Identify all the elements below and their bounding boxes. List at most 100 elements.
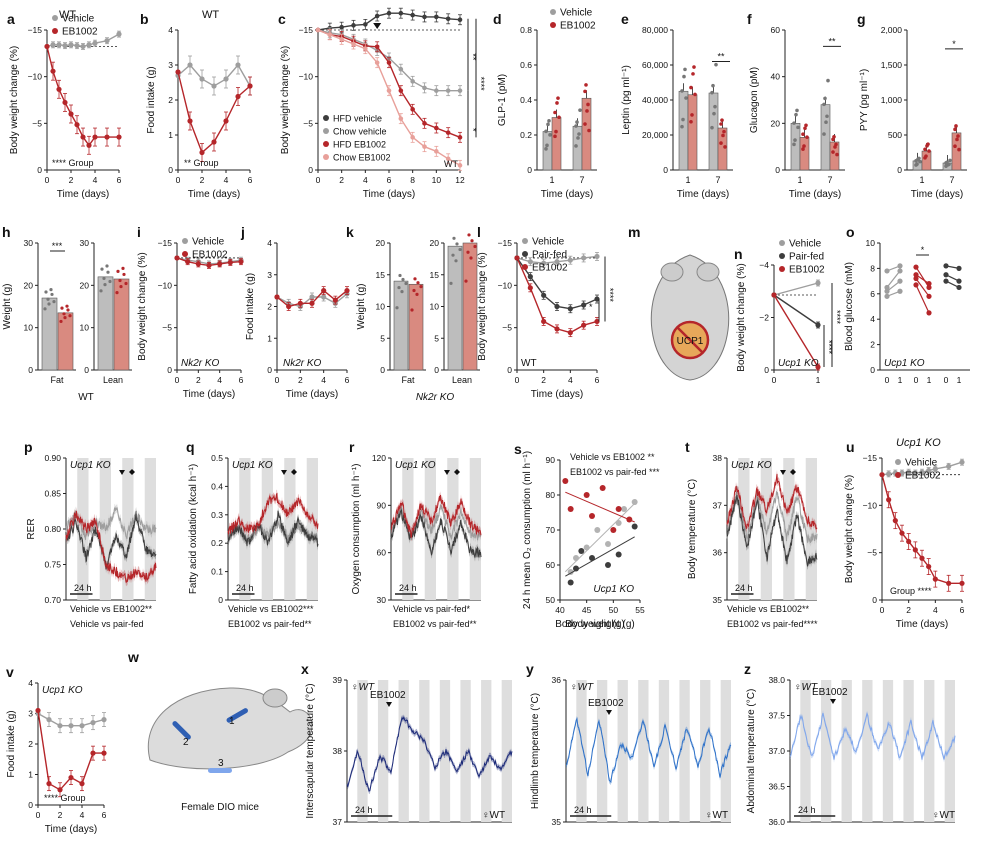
x-tick-label: 6 bbox=[960, 605, 965, 615]
data-point bbox=[594, 296, 600, 302]
data-point bbox=[541, 318, 547, 325]
panel-n: 0 −2 −4 0 1 Body weight change (%)n Vehicle Pai… bbox=[734, 239, 842, 386]
data-point bbox=[62, 99, 68, 106]
y-tick-label: 0 bbox=[37, 165, 42, 175]
scale-bar-label: 24 h bbox=[399, 583, 417, 593]
scatter-point bbox=[631, 523, 638, 530]
data-point bbox=[63, 316, 67, 320]
panel-h: h 0 10 20 30 Fat 0 10 20 30 Lean Weight (g) WT *** bbox=[2, 224, 132, 403]
panel-letter: s bbox=[514, 441, 522, 457]
panel-letter: q bbox=[186, 439, 195, 455]
x-tick-label: 0 bbox=[772, 375, 777, 385]
data-point bbox=[422, 85, 427, 91]
y-axis-label: Interscapular temperature (°C) bbox=[305, 683, 316, 818]
series-line bbox=[227, 492, 319, 535]
y-axis-label: Fatty acid oxidation (kcal h⁻¹) bbox=[188, 464, 199, 594]
data-point bbox=[926, 310, 932, 316]
annotation-label: EB1002 bbox=[588, 698, 624, 709]
legend-label: EB1002 bbox=[905, 471, 941, 482]
data-point bbox=[683, 67, 687, 72]
injection-marker bbox=[119, 470, 125, 475]
genotype-tag: Ucp1 KO bbox=[70, 460, 111, 471]
stat-note: Vehicle vs pair-fed bbox=[70, 619, 144, 629]
bar bbox=[678, 90, 689, 171]
stat-note: EB1002 vs pair-fed** bbox=[228, 619, 312, 629]
data-point bbox=[62, 43, 68, 49]
legend-marker bbox=[182, 251, 188, 257]
series-line bbox=[726, 473, 818, 530]
x-axis-label: Time (days) bbox=[363, 189, 415, 200]
data-point bbox=[689, 85, 693, 90]
panel-w: w 1 2 3 Female DIO mice bbox=[127, 649, 313, 813]
y-tick-label: 30 bbox=[80, 238, 90, 248]
data-point bbox=[721, 133, 725, 138]
data-point bbox=[926, 142, 930, 146]
data-point bbox=[897, 268, 903, 274]
dark-phase-band bbox=[700, 680, 711, 822]
panel-m: m UCP1 bbox=[628, 224, 730, 381]
bar bbox=[708, 92, 719, 171]
panel-letter: z bbox=[744, 661, 751, 677]
panel-p: 0.70 0.75 0.80 0.85 0.90 RER p Ucp1 KO 24 h Vehic… bbox=[24, 439, 157, 629]
y-tick-label: −2 bbox=[759, 313, 769, 323]
data-point bbox=[680, 89, 684, 93]
data-point bbox=[351, 23, 356, 28]
x-tick-label: 10 bbox=[432, 175, 442, 185]
y-tick-label: −15 bbox=[863, 453, 878, 463]
data-point bbox=[546, 122, 550, 127]
x-tick-label: 1 bbox=[957, 375, 962, 385]
scatter-point bbox=[615, 551, 622, 558]
injection-marker bbox=[830, 699, 836, 704]
dark-phase-band bbox=[679, 680, 690, 822]
dark-phase-band bbox=[481, 680, 492, 822]
dark-phase-band bbox=[805, 458, 817, 600]
data-point bbox=[101, 750, 107, 756]
data-point bbox=[815, 280, 821, 286]
x-axis-label: Time (days) bbox=[286, 389, 338, 400]
data-point bbox=[211, 83, 217, 89]
legend-marker bbox=[779, 253, 785, 259]
x-tick-label: 55 bbox=[635, 605, 645, 615]
x-axis-label: WT bbox=[78, 392, 94, 403]
legend-label: EB1002 bbox=[532, 263, 568, 274]
data-point bbox=[804, 123, 808, 128]
series-line bbox=[227, 510, 319, 547]
data-point bbox=[452, 236, 456, 240]
data-point bbox=[692, 65, 696, 69]
data-point bbox=[886, 471, 892, 477]
panel-letter: g bbox=[857, 11, 866, 27]
data-point bbox=[449, 281, 453, 285]
panel-q: 0 0.1 0.2 0.3 0.4 0.5 Fatty acid oxidation (kc… bbox=[186, 439, 319, 629]
x-tick-label: 7 bbox=[827, 175, 832, 185]
legend-label: EB1002 bbox=[560, 21, 596, 32]
panel-d: 0 0.2 0.4 0.6 0.8 Time (days) GLP-1 (pM) d 1 7 Veh… bbox=[493, 8, 597, 200]
data-point bbox=[422, 144, 427, 149]
genotype-tag: Nk2r KO bbox=[181, 358, 220, 369]
y-tick-label: 60,000 bbox=[642, 60, 668, 70]
dark-phase-band bbox=[862, 680, 873, 822]
y-axis-label: Body temperature (°C) bbox=[687, 479, 698, 579]
data-point bbox=[106, 270, 110, 274]
data-point bbox=[44, 43, 50, 50]
annotation-label: EB1002 bbox=[370, 690, 406, 701]
sig-label: ** bbox=[828, 36, 836, 46]
x-tick-label: 12 bbox=[455, 175, 465, 185]
injection-marker bbox=[281, 470, 287, 475]
data-point bbox=[223, 76, 229, 82]
series-line bbox=[773, 294, 819, 368]
y-tick-label: −5 bbox=[502, 323, 512, 333]
illustration-caption: Female DIO mice bbox=[181, 802, 259, 813]
panel-letter: b bbox=[140, 11, 149, 27]
genotype-tag: WT bbox=[444, 159, 458, 169]
x-tick-label: 4 bbox=[80, 810, 85, 820]
data-point bbox=[455, 242, 459, 246]
dark-phase-band bbox=[122, 458, 134, 600]
data-point bbox=[943, 263, 949, 269]
panel-letter: j bbox=[240, 224, 245, 240]
y-tick-label: 0 bbox=[663, 165, 668, 175]
bar bbox=[687, 94, 698, 171]
scatter-point bbox=[615, 506, 622, 512]
y-tick-label: 0 bbox=[870, 365, 875, 375]
x-tick-label: 7 bbox=[949, 175, 954, 185]
data-point bbox=[458, 247, 462, 252]
